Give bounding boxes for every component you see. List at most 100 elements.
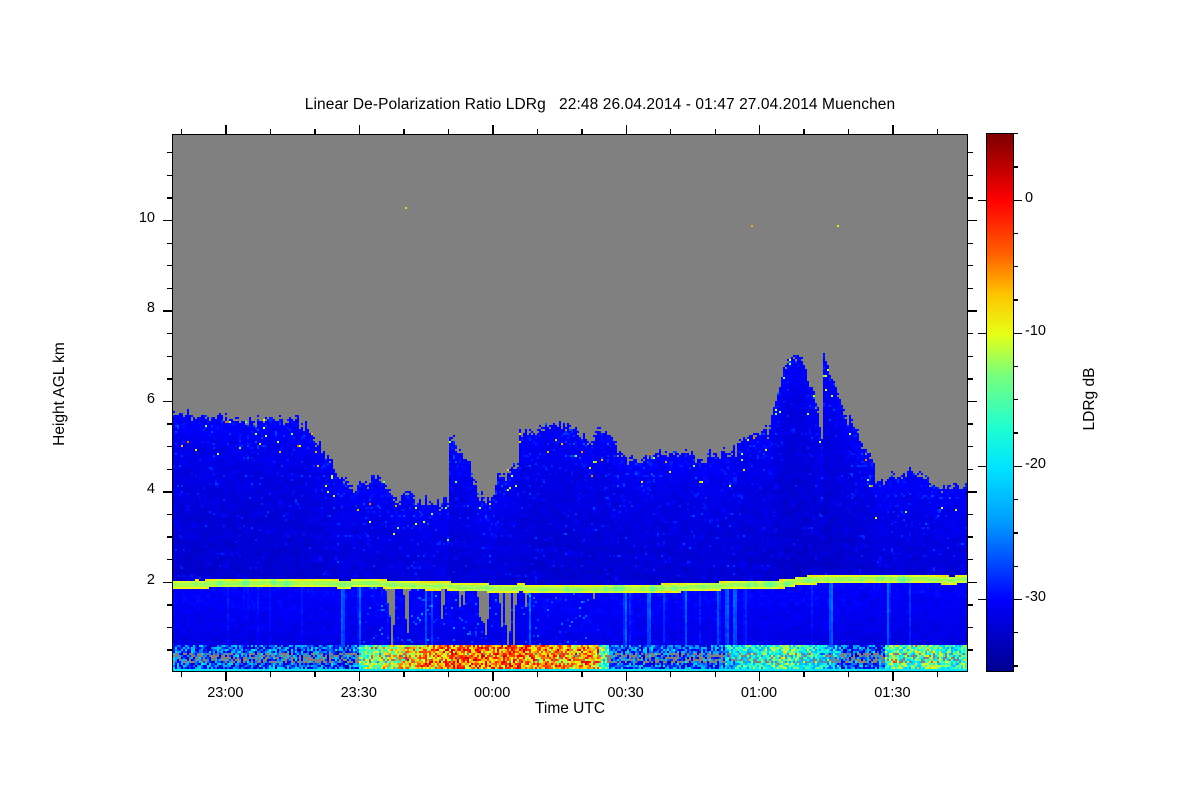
y-minor-tick	[167, 558, 172, 561]
y-minor-tick	[167, 536, 172, 538]
y-minor-tick	[167, 355, 172, 357]
x-minor-tick	[847, 672, 850, 677]
y-minor-tick	[167, 332, 172, 335]
colorbar-minor-tick	[1014, 133, 1018, 135]
colorbar-minor-tick	[1014, 665, 1018, 667]
x-major-tick-top	[358, 125, 361, 134]
x-tick-label: 00:30	[607, 685, 644, 701]
y-minor-tick	[167, 174, 172, 177]
y-major-tick-right	[968, 310, 977, 312]
y-minor-tick	[167, 468, 172, 470]
y-minor-tick-right	[968, 332, 973, 335]
y-tick-label: 4	[146, 481, 155, 498]
y-minor-tick	[167, 197, 172, 199]
colorbar-minor-tick	[1014, 432, 1018, 434]
y-major-tick	[163, 581, 172, 583]
x-minor-tick-top	[536, 129, 539, 134]
x-major-tick	[492, 672, 494, 681]
y-tick-label: 10	[138, 209, 155, 226]
y-major-tick-right	[968, 219, 977, 222]
y-minor-tick-right	[968, 242, 973, 244]
x-minor-tick	[581, 672, 583, 677]
colorbar-minor-tick	[1014, 266, 1018, 268]
colorbar-major-tick-left	[978, 332, 986, 334]
y-minor-tick-right	[968, 468, 973, 470]
y-minor-tick-right	[968, 626, 973, 629]
colorbar-major-tick	[1014, 465, 1022, 467]
y-minor-tick-right	[968, 536, 973, 538]
y-minor-tick	[167, 626, 172, 629]
colorbar-major-tick-left	[978, 598, 986, 601]
colorbar-minor-tick	[1014, 399, 1018, 401]
colorbar-major-tick	[1014, 199, 1022, 201]
x-tick-label: 23:30	[340, 685, 377, 701]
x-tick-label: 23:00	[207, 685, 244, 701]
colorbar-minor-tick	[1014, 365, 1018, 368]
x-tick-label: 01:30	[874, 685, 911, 701]
radar-heatmap-plot	[172, 134, 968, 672]
y-minor-tick	[167, 378, 172, 380]
y-major-tick-right	[968, 491, 977, 493]
x-major-tick-top	[892, 125, 894, 134]
y-minor-tick	[167, 649, 172, 651]
x-major-tick-top	[625, 125, 627, 134]
colorbar-tick-label: -10	[1025, 322, 1046, 339]
x-minor-tick	[447, 672, 450, 677]
y-minor-tick-right	[968, 558, 973, 561]
x-tick-label: 00:00	[474, 685, 511, 701]
colorbar-minor-tick	[1014, 632, 1018, 634]
y-tick-label: 2	[146, 571, 155, 588]
y-minor-tick-right	[968, 197, 973, 199]
x-minor-tick-top	[803, 129, 805, 134]
x-minor-tick-top	[581, 129, 583, 134]
x-major-tick-top	[758, 125, 761, 134]
colorbar-tick-label: -30	[1025, 588, 1046, 605]
x-minor-tick	[403, 672, 405, 677]
colorbar-minor-tick	[1014, 166, 1018, 168]
y-minor-tick	[167, 152, 172, 154]
x-tick-label: 01:00	[740, 685, 778, 701]
y-minor-tick	[167, 513, 172, 516]
x-major-tick	[225, 672, 227, 681]
y-minor-tick-right	[968, 174, 973, 177]
y-minor-tick-right	[968, 265, 973, 267]
x-major-tick	[892, 672, 894, 681]
y-minor-tick-right	[968, 355, 973, 357]
y-minor-tick-right	[968, 378, 973, 380]
y-major-tick	[163, 491, 172, 493]
colorbar-minor-tick	[1014, 299, 1018, 301]
x-major-tick-top	[225, 125, 227, 134]
y-minor-tick	[167, 423, 172, 425]
y-minor-tick	[167, 604, 172, 606]
y-minor-tick-right	[968, 287, 973, 290]
y-tick-label: 6	[146, 390, 155, 407]
x-minor-tick-top	[403, 129, 405, 134]
x-minor-tick	[936, 672, 939, 677]
x-minor-tick	[536, 672, 539, 677]
y-tick-label: 8	[146, 300, 155, 317]
x-axis-title: Time UTC	[534, 700, 606, 717]
y-axis-title: Height AGL km	[51, 342, 68, 446]
y-minor-tick	[167, 445, 172, 448]
y-minor-tick	[167, 287, 172, 290]
x-minor-tick-top	[180, 129, 183, 134]
colorbar-gradient	[987, 134, 1013, 671]
colorbar-minor-tick	[1014, 498, 1018, 501]
y-major-tick-right	[968, 400, 977, 403]
x-minor-tick	[180, 672, 183, 677]
y-minor-tick-right	[968, 604, 973, 606]
y-minor-tick-right	[968, 513, 973, 516]
x-major-tick	[625, 672, 627, 681]
x-minor-tick	[314, 672, 316, 677]
colorbar-major-tick	[1014, 332, 1022, 334]
colorbar-tick-label: 0	[1025, 189, 1034, 206]
x-minor-tick-top	[936, 129, 939, 134]
colorbar-minor-tick	[1014, 532, 1018, 534]
x-minor-tick	[670, 672, 672, 677]
y-minor-tick-right	[968, 423, 973, 425]
colorbar-minor-tick	[1014, 232, 1018, 235]
x-minor-tick	[269, 672, 272, 677]
colorbar-major-tick-left	[978, 199, 986, 201]
radar-data-field	[173, 135, 967, 671]
